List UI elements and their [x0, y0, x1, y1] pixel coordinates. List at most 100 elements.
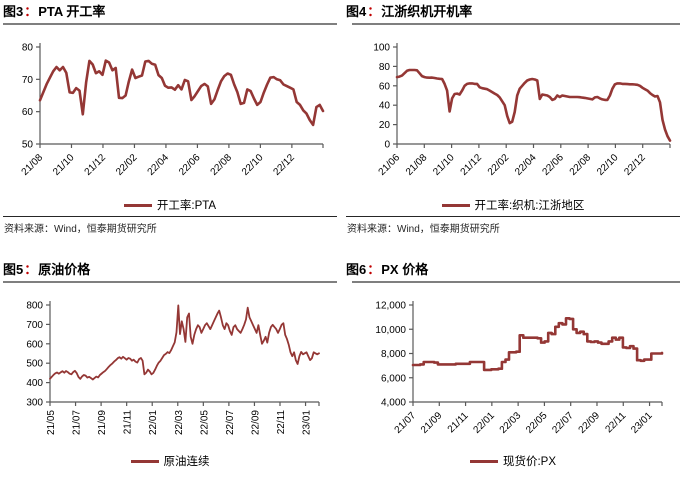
- figure-4-title: 图4：江浙织机开机率: [346, 3, 680, 21]
- data-series-line: [49, 304, 320, 381]
- source-divider: [346, 216, 680, 217]
- y-tick-label: 50: [22, 140, 34, 151]
- figure-5-title: 图5：原油价格: [3, 261, 337, 279]
- y-tick-label: 100: [373, 43, 390, 54]
- y-tick-label: 80: [379, 62, 391, 73]
- data-series-line: [38, 59, 325, 127]
- legend: 原油连续: [3, 453, 337, 469]
- x-tick-label: 21/10: [431, 152, 457, 178]
- title-colon: ：: [367, 4, 381, 19]
- y-tick-label: 60: [379, 81, 391, 92]
- x-tick-label: 22/05: [524, 410, 550, 436]
- y-tick-label: 80: [22, 43, 34, 54]
- panel-figure-6: 图6：PX 价格 4,000 6,000 8,000 10,000 12,000 21/0…: [343, 240, 686, 477]
- y-tick-label: 800: [26, 301, 43, 312]
- y-tick-label: 500: [26, 359, 43, 370]
- y-tick-label: 20: [379, 120, 391, 131]
- title-colon: ：: [367, 262, 381, 277]
- x-tick-label: 22/01: [148, 410, 159, 435]
- figure-title-text: PTA 开工率: [38, 4, 106, 19]
- source-text: 资料来源：Wind，恒泰期货研究所: [4, 224, 157, 235]
- figure-number: 图6: [346, 262, 367, 277]
- x-tick-label: 21/09: [97, 410, 108, 435]
- x-tick-label: 21/05: [46, 410, 57, 435]
- x-tick-label: 22/03: [498, 410, 524, 436]
- figure-title-text: 江浙织机开机率: [381, 4, 473, 19]
- y-tick-label: 4,000: [381, 398, 406, 409]
- source-divider: [3, 216, 337, 217]
- panel-figure-3: 图3：PTA 开工率 50 60 70 80 21/08 21/10 21/12 22/02 2…: [0, 0, 343, 240]
- x-tick-label: 22/12: [622, 152, 648, 178]
- x-tick-label: 21/11: [446, 410, 471, 435]
- x-tick-label: 22/11: [603, 410, 628, 435]
- x-tick-label: 22/12: [272, 152, 298, 178]
- source-text: 资料来源：Wind，恒泰期货研究所: [347, 224, 500, 235]
- y-tick-label: 400: [26, 378, 43, 389]
- x-tick-label: 21/10: [51, 152, 77, 178]
- y-tick-label: 60: [22, 107, 34, 118]
- legend-line-swatch: [469, 459, 498, 463]
- x-tick-label: 21/12: [83, 152, 109, 178]
- legend-line-swatch: [130, 459, 159, 463]
- x-tick-label: 22/05: [199, 410, 210, 435]
- x-tick-label: 22/10: [595, 152, 621, 178]
- figure-number: 图3: [3, 4, 24, 19]
- x-tick-label: 22/04: [513, 152, 539, 178]
- y-tick-label: 40: [379, 101, 391, 112]
- figure-number: 图4: [346, 4, 367, 19]
- legend: 开工率:PTA: [3, 197, 337, 213]
- panel-figure-4: 图4：江浙织机开机率 0 20 40 60 80 100 21/06 21/08 21/10 21…: [343, 0, 686, 240]
- legend-line-swatch: [123, 203, 152, 207]
- x-tick-label: 22/08: [568, 152, 594, 178]
- figure-number: 图5: [3, 262, 24, 277]
- x-tick-label: 22/06: [540, 152, 566, 178]
- x-tick-label: 22/09: [577, 410, 603, 436]
- x-tick-label: 23/01: [629, 410, 655, 436]
- x-tick-label: 22/01: [471, 410, 497, 436]
- y-tick-label: 700: [26, 320, 43, 331]
- title-divider: [352, 23, 680, 25]
- y-tick-label: 0: [384, 140, 390, 151]
- x-tick-label: 22/04: [146, 152, 172, 178]
- title-divider: [3, 281, 337, 283]
- legend-label: 开工率:PTA: [156, 200, 217, 212]
- y-tick-label: 600: [26, 339, 43, 350]
- x-tick-label: 22/03: [174, 410, 185, 435]
- title-colon: ：: [24, 262, 38, 277]
- x-tick-label: 22/07: [550, 410, 576, 436]
- x-tick-label: 21/12: [459, 152, 485, 178]
- x-tick-label: 21/07: [393, 410, 419, 436]
- data-series-line: [395, 68, 672, 142]
- y-tick-label: 12,000: [375, 301, 406, 312]
- title-divider: [3, 23, 337, 25]
- x-tick-label: 21/09: [419, 410, 445, 436]
- y-tick-label: 8,000: [381, 349, 406, 360]
- x-tick-label: 21/08: [404, 152, 430, 178]
- x-tick-label: 22/02: [114, 152, 140, 178]
- legend: 现货价:PX: [346, 453, 680, 469]
- px-price-chart: 4,000 6,000 8,000 10,000 12,000 21/07 21/09 21/…: [375, 301, 664, 436]
- x-tick-label: 21/07: [72, 410, 83, 435]
- y-tick-label: 300: [26, 398, 43, 409]
- title-divider: [352, 281, 680, 283]
- x-tick-label: 22/11: [276, 410, 287, 435]
- data-series-line: [411, 317, 664, 372]
- panel-figure-5: 图5：原油价格 300 400 500 600 700 800 21/05 21/07 21/0…: [0, 240, 343, 477]
- figure-6-title: 图6：PX 价格: [346, 261, 680, 279]
- x-tick-label: 22/02: [486, 152, 512, 178]
- figure-3-title: 图3：PTA 开工率: [3, 3, 337, 21]
- legend: 开工率:织机:江浙地区: [346, 197, 680, 213]
- figure-title-text: 原油价格: [38, 262, 91, 277]
- title-colon: ：: [24, 4, 38, 19]
- crude-oil-price-chart: 300 400 500 600 700 800 21/05 21/07 21/09 21/11 22…: [26, 301, 320, 435]
- legend-label: 开工率:织机:江浙地区: [474, 200, 585, 212]
- x-tick-label: 22/10: [240, 152, 266, 178]
- y-tick-label: 10,000: [375, 325, 406, 336]
- legend-label: 原油连续: [163, 456, 210, 468]
- legend-label: 现货价:PX: [502, 456, 557, 468]
- x-tick-label: 22/06: [177, 152, 203, 178]
- y-tick-label: 70: [22, 75, 34, 86]
